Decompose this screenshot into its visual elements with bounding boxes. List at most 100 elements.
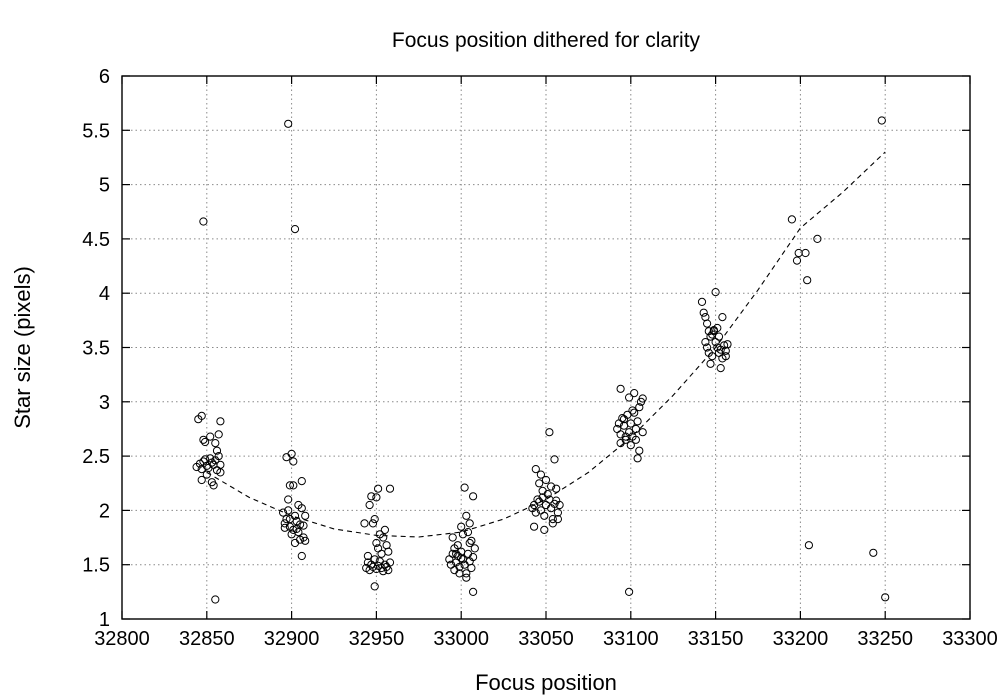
data-point — [530, 522, 539, 531]
data-point — [701, 338, 710, 347]
data-point — [708, 352, 717, 361]
data-point — [469, 492, 478, 501]
data-point — [625, 587, 634, 597]
y-tick-label: 3.5 — [82, 338, 110, 360]
data-point — [467, 536, 476, 545]
data-point — [616, 384, 625, 393]
data-point — [635, 403, 644, 412]
data-point — [279, 508, 288, 517]
data-point — [718, 313, 727, 322]
y-tick-label: 2 — [99, 500, 110, 522]
data-point — [372, 493, 381, 502]
data-point — [297, 477, 306, 486]
x-tick-label: 32850 — [179, 628, 235, 650]
data-point — [206, 432, 215, 441]
fit-curve — [206, 151, 886, 538]
data-point — [370, 555, 379, 564]
data-point — [287, 449, 296, 458]
x-axis-label: Focus position — [475, 670, 617, 695]
data-point — [197, 411, 206, 420]
data-point — [285, 481, 294, 490]
data-point — [289, 481, 298, 490]
data-point — [711, 288, 720, 297]
data-point — [699, 308, 708, 317]
data-point — [794, 248, 803, 258]
data-point — [709, 327, 719, 336]
data-point — [535, 479, 544, 488]
data-point — [881, 593, 890, 602]
data-point — [633, 417, 642, 426]
data-point — [720, 341, 729, 350]
data-point — [290, 225, 300, 234]
data-point — [280, 523, 289, 532]
y-tick-label: 3 — [99, 392, 110, 414]
data-point — [211, 595, 220, 604]
grid-lines — [122, 76, 970, 619]
data-point — [360, 519, 369, 528]
data-point — [216, 460, 225, 469]
data-point — [541, 475, 551, 485]
axis-ticks — [121, 75, 971, 620]
data-point — [385, 484, 395, 493]
data-point — [301, 536, 310, 545]
data-point — [455, 562, 464, 572]
data-point — [365, 500, 374, 510]
x-tick-label: 33050 — [518, 628, 574, 650]
data-point — [626, 441, 635, 450]
data-point — [721, 346, 730, 355]
data-point — [547, 482, 556, 491]
data-point — [290, 538, 300, 548]
data-point — [703, 319, 712, 328]
data-point — [703, 343, 712, 352]
data-point — [460, 483, 469, 492]
data-point — [463, 549, 473, 558]
x-tick-label: 33150 — [688, 628, 744, 650]
data-point — [299, 521, 308, 530]
data-point — [621, 432, 630, 441]
data-point — [294, 500, 303, 510]
data-point — [465, 519, 474, 528]
data-point — [204, 463, 213, 473]
data-point — [209, 460, 218, 469]
data-point — [531, 465, 540, 474]
data-point — [531, 508, 540, 517]
data-point — [297, 551, 306, 561]
x-tick-label: 33100 — [603, 628, 659, 650]
data-point — [377, 549, 386, 558]
data-point — [380, 525, 389, 535]
data-point — [467, 563, 476, 573]
data-point — [367, 492, 376, 501]
data-point — [284, 506, 293, 515]
data-point — [628, 406, 637, 415]
data-point — [552, 484, 561, 493]
data-point — [469, 587, 478, 597]
data-point — [616, 439, 625, 448]
x-tick-label: 32900 — [264, 628, 320, 650]
data-point — [212, 446, 222, 455]
data-point — [548, 519, 557, 528]
y-axis-label: Star size (pixels) — [10, 266, 35, 429]
chart-title: Focus position dithered for clarity — [392, 29, 701, 52]
x-tick-label: 32950 — [349, 628, 405, 650]
data-point — [619, 415, 629, 424]
data-point — [455, 569, 464, 578]
data-points — [192, 116, 890, 604]
x-tick-label: 33250 — [857, 628, 913, 650]
data-point — [638, 428, 647, 437]
data-point — [804, 541, 814, 550]
y-tick-label: 1.5 — [82, 555, 110, 577]
data-point — [457, 522, 466, 531]
data-point — [540, 511, 549, 520]
data-point — [201, 437, 210, 447]
y-tick-label: 5.5 — [82, 120, 110, 142]
data-point — [282, 515, 291, 524]
data-point — [214, 452, 223, 461]
data-point — [284, 495, 293, 504]
data-point — [469, 553, 478, 562]
data-point — [631, 424, 641, 434]
x-tick-label: 33300 — [942, 628, 998, 650]
data-point — [363, 551, 372, 561]
data-point — [458, 530, 467, 539]
data-point — [452, 549, 461, 558]
data-point — [296, 535, 305, 544]
